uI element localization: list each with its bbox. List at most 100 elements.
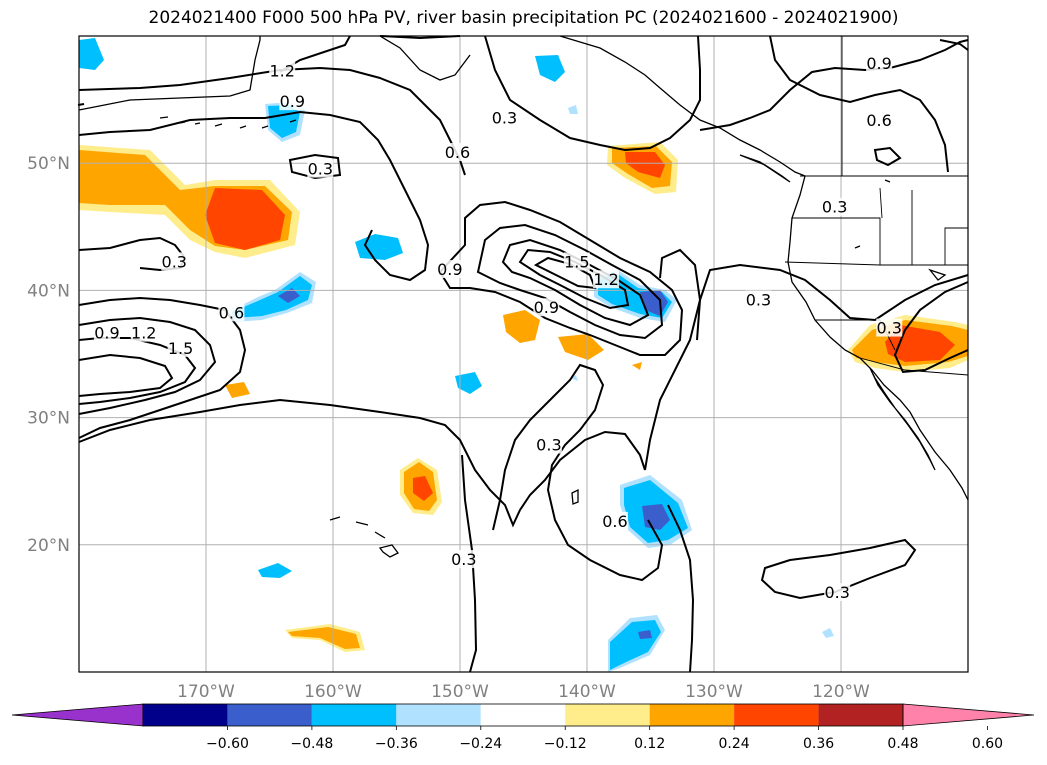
colorbar-tick-label: −0.60 <box>206 736 249 752</box>
pv-contour <box>78 316 217 415</box>
contour-label-bg <box>444 143 471 162</box>
colorbar: −0.60 −0.48 −0.36 −0.24 −0.12 0.12 0.24 0.36 0.4… <box>11 703 1035 752</box>
colorbar-outline <box>142 703 904 727</box>
shade-negative <box>258 563 292 578</box>
small-islands <box>571 179 947 505</box>
hawaiian-islands <box>329 516 399 558</box>
colorbar-tick-label: −0.36 <box>375 736 418 752</box>
contour-label: 0.6 <box>602 512 627 531</box>
lon-tick-label: 150°W <box>431 682 489 702</box>
pv-contour <box>78 398 646 528</box>
shade-positive <box>625 152 665 178</box>
colorbar-tick-label: 0.48 <box>887 736 918 752</box>
coastlines <box>78 35 969 558</box>
lon-tick-label: 160°W <box>304 682 362 702</box>
contour-label: 0.3 <box>492 109 517 128</box>
colorbar-extend-high <box>902 703 1035 727</box>
contour-label: 0.9 <box>534 298 559 317</box>
contour-label: 0.6 <box>445 143 470 162</box>
contour-label: 0.9 <box>866 54 891 73</box>
pv-contour <box>873 146 902 167</box>
colorbar-segment <box>227 704 312 726</box>
shade-positive <box>632 362 642 370</box>
pv-contour <box>476 223 664 340</box>
contour-label-bg <box>218 303 245 322</box>
contour-label: 0.3 <box>822 198 847 217</box>
contour-label: 0.9 <box>280 92 305 111</box>
contour-label-bg <box>269 61 296 80</box>
shade-positive <box>205 188 285 250</box>
contour-label-bg <box>307 159 334 178</box>
shade-negative <box>232 276 312 318</box>
vancouver-island <box>739 154 791 183</box>
colorbar-segment <box>649 704 735 726</box>
lat-tick-label: 40°N <box>27 281 70 301</box>
contour-label-bg <box>876 318 903 337</box>
pv-contour <box>78 353 174 397</box>
colorbar-segment <box>818 704 903 726</box>
alaska-coast <box>78 35 806 177</box>
contour-label: 1.2 <box>269 62 294 81</box>
contour-label-bg <box>821 197 848 216</box>
us-mexico-border <box>859 357 969 376</box>
contour-label: 0.9 <box>94 324 119 343</box>
colorbar-segment <box>143 704 228 726</box>
contour-label-bg <box>866 53 893 72</box>
contour-label: 0.3 <box>308 160 333 179</box>
shade-negative <box>355 234 403 260</box>
pv-contour <box>78 66 466 176</box>
contour-label-bg <box>93 323 120 342</box>
pv-contour <box>78 296 247 439</box>
shade-negative <box>535 55 565 82</box>
pv-contour <box>78 110 430 282</box>
contour-label-bg <box>535 435 562 454</box>
pv-contour <box>438 200 684 356</box>
lon-tick-label: 130°W <box>685 682 743 702</box>
colorbar-tick-label: 0.36 <box>803 736 834 752</box>
shade-positive <box>288 627 360 649</box>
contour-label: 0.6 <box>219 303 244 322</box>
pv-contour <box>699 39 969 131</box>
contour-labels: 1.20.90.30.60.30.90.30.60.9 1.21.51.51.20… <box>93 53 903 602</box>
colorbar-segment <box>480 704 566 726</box>
shade-negative <box>79 38 104 70</box>
pv-contour <box>484 35 701 152</box>
contour-label-bg <box>130 323 157 342</box>
contour-label: 1.2 <box>131 324 156 343</box>
contour-label-bg <box>601 511 628 530</box>
contour-label: 0.3 <box>877 319 902 338</box>
pv-contour <box>533 256 597 290</box>
precipitation-shading <box>79 38 968 672</box>
contour-label: 1.5 <box>564 252 589 271</box>
lon-tick-label: 170°W <box>177 682 235 702</box>
contour-label-bg <box>533 298 560 317</box>
lat-tick-label: 50°N <box>27 154 70 174</box>
shade-positive <box>503 310 540 343</box>
contour-label: 1.2 <box>593 270 618 289</box>
pv-contour <box>667 504 695 673</box>
pv-contour <box>769 35 949 173</box>
shade-negative <box>822 628 834 638</box>
contour-label: 0.3 <box>162 252 187 271</box>
pv-contour <box>644 248 702 471</box>
contour-label-bg <box>167 338 194 357</box>
shade-positive <box>225 382 250 398</box>
shade-negative <box>638 630 652 639</box>
contour-label: 0.3 <box>536 436 561 455</box>
lat-tick-label: 30°N <box>27 409 70 429</box>
colorbar-tick-label: −0.48 <box>290 736 333 752</box>
colorbar-tick-label: 0.12 <box>634 736 665 752</box>
contour-label-bg <box>593 270 620 289</box>
colorbar-tick-label: 0.24 <box>719 736 750 752</box>
contour-label-bg <box>824 583 851 602</box>
contour-label-bg <box>563 252 590 271</box>
pv-contour <box>78 337 197 405</box>
colorbar-tick-label: 0.60 <box>972 736 1003 752</box>
pv-contour <box>518 248 630 310</box>
pv-contour <box>288 153 342 180</box>
figure-title: 2024021400 F000 500 hPa PV, river basin … <box>148 8 899 28</box>
baja-california <box>869 367 936 471</box>
contour-label-bg <box>436 260 463 279</box>
shade-negative <box>455 372 482 394</box>
pv-contour <box>760 538 917 600</box>
